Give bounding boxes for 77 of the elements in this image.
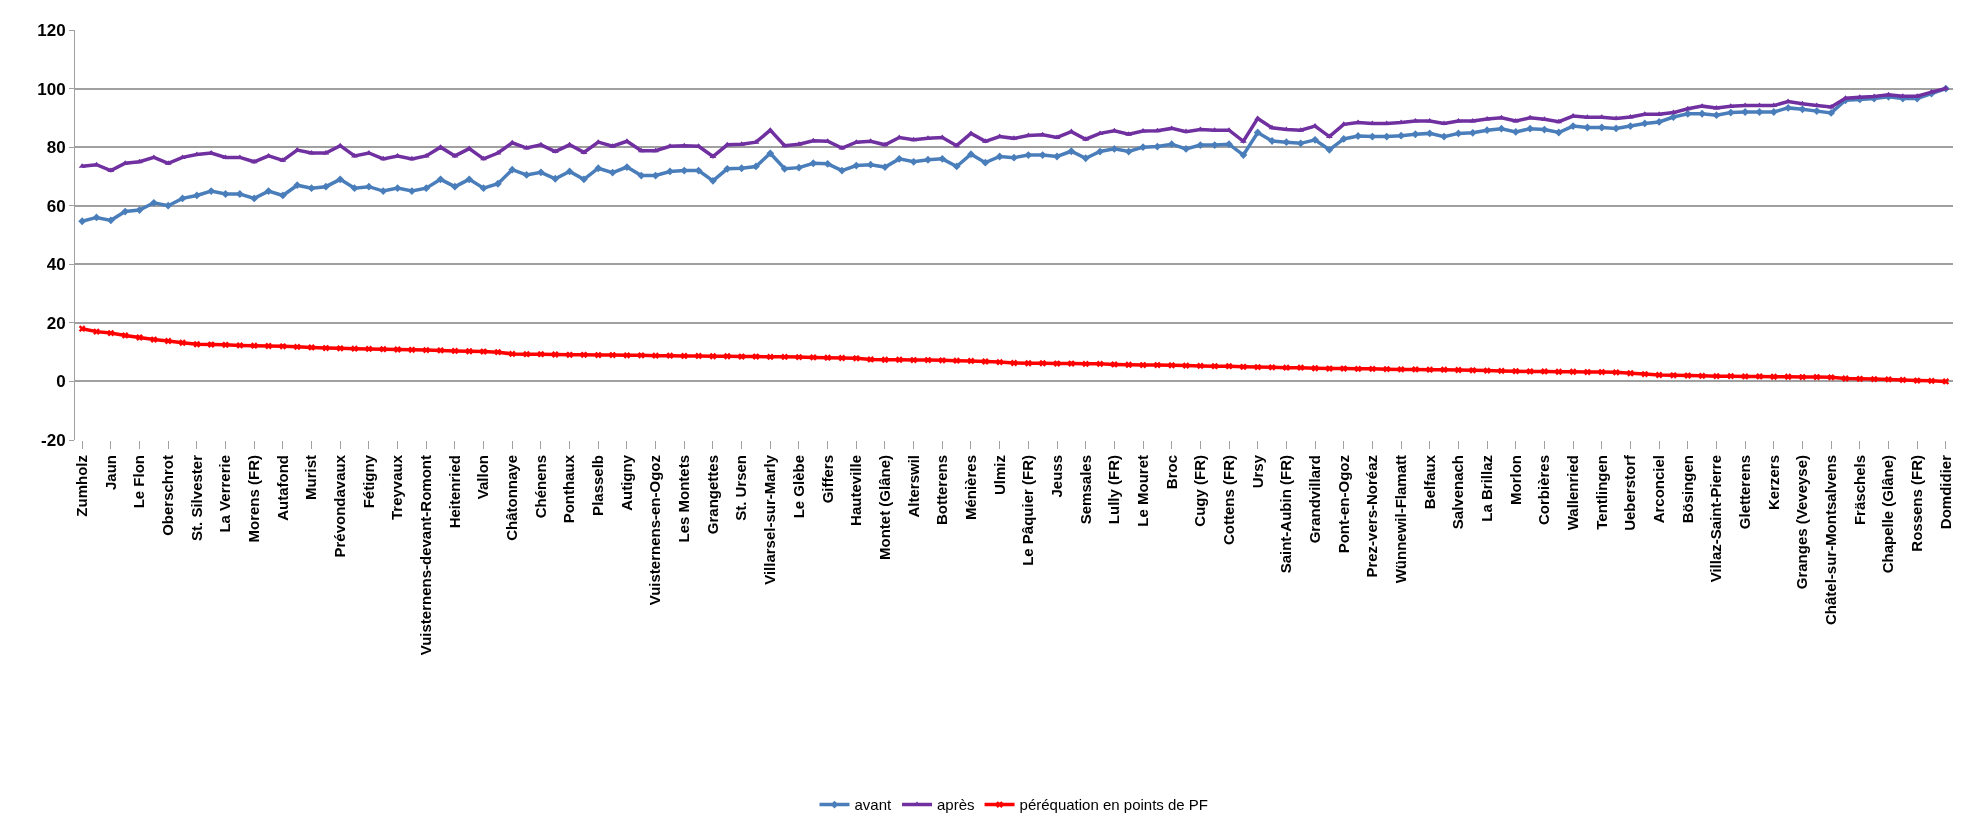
x-tick-label: Le Pâquier (FR) — [1019, 455, 1037, 566]
x-tick-label: La Brillaz — [1477, 455, 1495, 522]
x-tick-label: Le Glèbe — [789, 455, 807, 519]
x-tick-label: Alterswil — [904, 455, 922, 518]
x-tick-label: Le Mouret — [1133, 455, 1151, 527]
x-tick-label: Ueberstorf — [1621, 454, 1639, 531]
x-tick-label: Vallon — [474, 455, 492, 500]
x-tick-label: Châtonnaye — [503, 455, 521, 541]
y-tick-label: 0 — [56, 372, 66, 392]
x-tick-label: Jeuss — [1047, 455, 1065, 498]
x-tick-label: Bösingen — [1678, 455, 1696, 524]
x-tick-label: Arconciel — [1649, 455, 1667, 524]
x-tick-label: Villaz-Saint-Pierre — [1707, 455, 1725, 583]
x-tick-label: Rossens (FR) — [1908, 455, 1926, 552]
x-tick-label: Lully (FR) — [1105, 455, 1123, 525]
x-tick-label: Ulmiz — [990, 455, 1008, 496]
x-tick-label: Botterens — [933, 455, 951, 526]
x-tick-label: Fétigny — [359, 454, 377, 509]
x-tick-label: Prévondavaux — [331, 454, 349, 558]
x-tick-label: Wallenried — [1563, 455, 1581, 531]
legend-label: avant — [854, 796, 893, 814]
x-tick-label: Salvenach — [1449, 455, 1467, 530]
x-tick-label: Cottens (FR) — [1219, 455, 1237, 545]
x-tick-label: Corbières — [1535, 455, 1553, 526]
x-tick-label: Plasselb — [589, 455, 607, 516]
x-tick-label: Murist — [302, 455, 320, 500]
x-tick-label: Vuisternens-devant-Romont — [417, 455, 435, 656]
x-tick-label: Chapelle (Glâne) — [1879, 455, 1897, 574]
x-tick-label: Ponthaux — [560, 454, 578, 524]
x-tick-label: Granges (Veveyse) — [1793, 455, 1811, 590]
x-tick-label: Kerzers — [1764, 455, 1782, 511]
x-tick-label: Pont-en-Ogoz — [1334, 455, 1352, 554]
x-tick-label: Tentlingen — [1592, 455, 1610, 530]
y-tick-label: 20 — [46, 313, 66, 333]
x-tick-label: St. Ursen — [732, 455, 750, 521]
y-tick-label: -20 — [41, 430, 66, 450]
x-tick-label: Montet (Glâne) — [875, 455, 893, 560]
x-tick-label: Giffers — [818, 455, 836, 504]
y-tick-label: 60 — [46, 196, 66, 216]
x-tick-label: Jaun — [101, 455, 119, 491]
x-tick-label: Broc — [1162, 455, 1180, 490]
x-tick-label: Les Montets — [675, 455, 693, 543]
x-tick-label: Châtel-sur-Montsalvens — [1822, 455, 1840, 626]
y-tick-label: 40 — [46, 255, 66, 275]
x-tick-label: Fräschels — [1850, 455, 1868, 526]
x-tick-label: Villarsel-sur-Marly — [761, 454, 779, 585]
x-tick-label: Ménières — [961, 455, 979, 521]
x-tick-label: Autigny — [617, 454, 635, 511]
x-tick-label: Wünnewil-Flamatt — [1391, 455, 1409, 584]
x-tick-label: Zumholz — [73, 455, 91, 517]
x-tick-label: Domdidier — [1936, 454, 1954, 530]
x-tick-label: Morlon — [1506, 455, 1524, 505]
x-tick-label: Cugy (FR) — [1191, 455, 1209, 527]
y-tick-label: 80 — [46, 138, 66, 158]
x-tick-label: Prez-vers-Noréaz — [1363, 455, 1381, 578]
y-tick-label: 120 — [37, 20, 66, 40]
x-tick-label: Saint-Aubin (FR) — [1277, 455, 1295, 574]
x-tick-label: Grandvillard — [1305, 455, 1323, 544]
x-tick-label: Le Flon — [130, 455, 148, 509]
y-tick-label: 100 — [37, 79, 66, 99]
x-tick-label: La Verrerie — [216, 455, 234, 533]
x-tick-label: Gletterens — [1736, 455, 1754, 530]
legend-label: péréquation en points de PF — [1019, 796, 1209, 814]
x-tick-label: Oberschrot — [159, 455, 177, 536]
x-tick-label: Autafond — [273, 455, 291, 521]
x-tick-label: Chénens — [531, 455, 549, 519]
x-tick-label: Treyvaux — [388, 454, 406, 521]
x-tick-label: Ursy — [1248, 454, 1266, 489]
x-tick-label: Belfaux — [1420, 454, 1438, 510]
x-tick-label: Semsales — [1076, 455, 1094, 525]
legend-label: après — [937, 796, 975, 814]
x-tick-label: Hauteville — [847, 455, 865, 526]
x-tick-label: Grangettes — [703, 455, 721, 535]
x-tick-label: Vuisternens-en-Ogoz — [646, 455, 664, 606]
x-tick-label: Heitenried — [445, 455, 463, 529]
x-tick-label: Morens (FR) — [245, 455, 263, 543]
x-tick-label: St. Silvester — [187, 454, 205, 541]
